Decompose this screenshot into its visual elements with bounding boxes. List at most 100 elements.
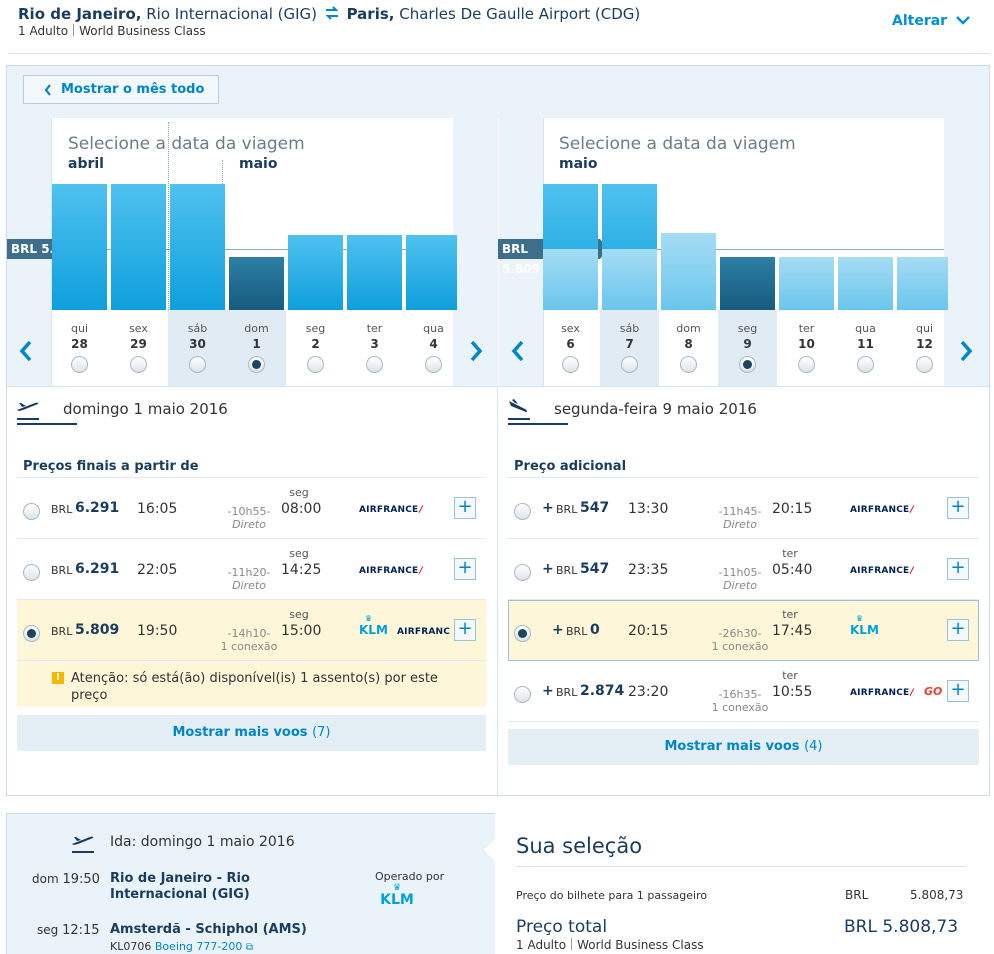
date-radio[interactable] [425, 356, 442, 373]
flight-row[interactable] [508, 478, 979, 539]
flight-row[interactable] [508, 539, 979, 600]
price-bar[interactable] [838, 257, 893, 310]
day-column[interactable]: qua 4 [404, 310, 463, 386]
section-title: Preço adicional [514, 459, 627, 474]
flight-row[interactable] [17, 478, 486, 539]
day-column[interactable]: qui 28 [50, 310, 109, 386]
departure-time: 13:30 [628, 501, 669, 517]
date-radio[interactable] [130, 356, 147, 373]
departure-time: 23:20 [628, 684, 669, 700]
next-dates-icon[interactable] [958, 338, 974, 368]
day-column[interactable]: ter 10 [777, 310, 836, 386]
calendar-title: Selecione a data da viagem [68, 134, 305, 154]
date-radio[interactable] [739, 356, 756, 373]
date-radio[interactable] [621, 356, 638, 373]
currency: BRL [51, 503, 73, 516]
show-month-button[interactable]: Mostrar o mês todo [23, 75, 219, 104]
price-bar[interactable] [229, 257, 284, 320]
show-more-flights-button[interactable]: Mostrar mais voos (4) [508, 729, 979, 765]
day-of-week: ter [798, 322, 815, 335]
flight-radio[interactable] [514, 686, 531, 703]
day-of-week: ter [366, 322, 383, 335]
price-bar[interactable] [779, 257, 834, 310]
flight-row[interactable] [17, 600, 486, 661]
price-bar[interactable] [720, 257, 775, 320]
month-label: maio [559, 156, 598, 172]
date-radio[interactable] [307, 356, 324, 373]
date-radio[interactable] [248, 356, 265, 373]
day-column[interactable]: dom 1 [227, 310, 286, 386]
flight-row[interactable] [508, 600, 979, 661]
day-column[interactable]: qua 11 [836, 310, 895, 386]
duration: -26h30- 1 conexão [695, 627, 785, 653]
flight-price: 6.291 [75, 500, 120, 516]
day-number: 2 [311, 337, 320, 351]
stops: Direto [232, 518, 266, 531]
departure-time: 19:50 [137, 623, 178, 639]
day-column[interactable]: sáb 7 [600, 310, 659, 386]
flight-radio[interactable] [23, 564, 40, 581]
crown-icon: ♛ [365, 614, 373, 623]
price-bar[interactable] [347, 235, 402, 310]
flight-details-button[interactable]: + [947, 680, 969, 702]
day-of-week: sex [561, 322, 580, 335]
flight-radio[interactable] [23, 625, 40, 642]
day-number: 28 [71, 337, 88, 351]
aircraft-link[interactable]: Boeing 777-200 [154, 940, 243, 953]
day-number: 30 [189, 337, 206, 351]
day-column[interactable]: sex 6 [541, 310, 600, 386]
day-column[interactable]: sáb 30 [168, 310, 227, 386]
day-column[interactable]: qui 12 [895, 310, 954, 386]
route-title: Rio de Janeiro, Rio Internacional (GIG) … [18, 5, 640, 23]
date-radio[interactable] [71, 356, 88, 373]
date-radio[interactable] [366, 356, 383, 373]
day-number: 29 [130, 337, 147, 351]
date-radio[interactable] [189, 356, 206, 373]
dest-airport: Charles De Gaulle Airport (CDG) [399, 5, 641, 23]
prev-dates-icon[interactable] [18, 338, 34, 368]
price-bar[interactable] [111, 184, 166, 310]
day-column[interactable]: seg 9 [718, 310, 777, 386]
price-bar[interactable] [897, 257, 948, 310]
summary-pax: 1 Adulto World Business Class [516, 938, 704, 952]
section-title: Preços finais a partir de [23, 459, 199, 474]
chevron-down-icon[interactable] [956, 14, 970, 30]
flight-radio[interactable] [514, 564, 531, 581]
day-of-week: qui [915, 322, 933, 335]
flight-details-button[interactable]: + [454, 497, 476, 519]
roundtrip-icon [325, 6, 339, 20]
price-bar[interactable] [288, 235, 343, 310]
price-bar[interactable] [406, 235, 457, 310]
arrival-day: seg [289, 486, 309, 499]
external-link-icon[interactable]: ⧉ [245, 942, 253, 953]
flight-details-button[interactable]: + [454, 558, 476, 580]
flight-radio[interactable] [514, 625, 531, 642]
next-dates-icon[interactable] [468, 338, 484, 368]
date-radio[interactable] [916, 356, 933, 373]
day-column[interactable]: dom 8 [659, 310, 718, 386]
show-more-flights-button[interactable]: Mostrar mais voos (7) [17, 715, 486, 751]
day-column[interactable]: ter 3 [345, 310, 404, 386]
flight-row[interactable] [17, 539, 486, 600]
flight-details-button[interactable]: + [947, 497, 969, 519]
date-radio[interactable] [798, 356, 815, 373]
date-radio[interactable] [562, 356, 579, 373]
flight-details-button[interactable]: + [947, 558, 969, 580]
price-bar[interactable] [52, 184, 107, 310]
flight-radio[interactable] [514, 503, 531, 520]
flight-row[interactable] [508, 661, 979, 722]
day-column[interactable]: sex 29 [109, 310, 168, 386]
calendar-title: Selecione a data da viagem [559, 134, 796, 154]
departure-time: 20:15 [628, 623, 669, 639]
date-radio[interactable] [857, 356, 874, 373]
flight-details-button[interactable]: + [947, 619, 969, 641]
prev-dates-icon[interactable] [510, 338, 526, 368]
date-radio[interactable] [680, 356, 697, 373]
price-bar[interactable] [661, 233, 716, 310]
duration: -11h20- Direto [204, 566, 294, 592]
change-button[interactable]: Alterar [892, 13, 948, 29]
day-column[interactable]: seg 2 [286, 310, 345, 386]
flight-details-button[interactable]: + [454, 619, 476, 641]
flight-radio[interactable] [23, 503, 40, 520]
price-bar[interactable] [170, 184, 225, 310]
